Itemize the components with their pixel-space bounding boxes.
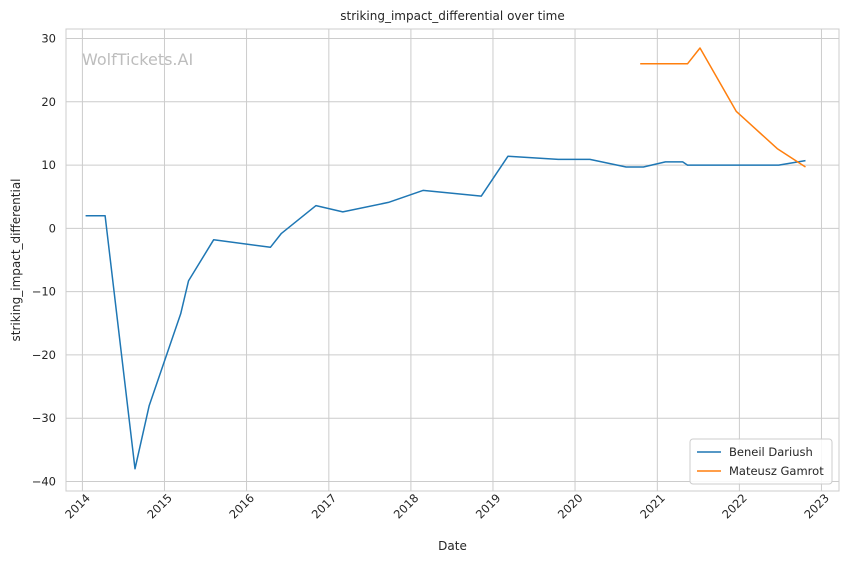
legend: Beneil Dariush Mateusz Gamrot: [689, 438, 833, 485]
x-axis-label: Date: [438, 539, 467, 553]
y-tick-label: −30: [32, 411, 56, 425]
y-axis-label: striking_impact_differential: [9, 178, 23, 341]
x-tick-label: 2017: [309, 491, 340, 522]
y-tick-label: −20: [32, 348, 56, 362]
x-tick-label: 2016: [226, 491, 257, 522]
legend-label-mateusz-gamrot: Mateusz Gamrot: [729, 464, 824, 478]
x-tick-label: 2014: [62, 491, 93, 522]
watermark: WolfTickets.AI: [82, 50, 193, 69]
y-tick-label: −10: [32, 285, 56, 299]
x-tick-label: 2015: [144, 491, 175, 522]
y-tick-label: 10: [41, 158, 56, 172]
y-tick-label: 30: [41, 31, 56, 45]
x-tick-label: 2019: [473, 491, 504, 522]
x-tick-label: 2020: [555, 491, 586, 522]
x-axis: 2014 2015 2016 2017 2018 2019 2020 2021 2022 2023: [62, 491, 832, 522]
x-tick-label: 2021: [637, 491, 668, 522]
plot-area-frame: [65, 28, 840, 492]
x-tick-label: 2018: [391, 491, 422, 522]
y-tick-label: 20: [41, 95, 56, 109]
series-line-mateusz-gamrot: [640, 47, 806, 168]
y-tick-label: −40: [32, 475, 56, 489]
legend-label-beneil-dariush: Beneil Dariush: [729, 445, 813, 459]
series-layer: [85, 47, 806, 470]
grid: [66, 29, 839, 491]
x-tick-label: 2022: [719, 491, 750, 522]
chart-title: striking_impact_differential over time: [340, 9, 565, 23]
legend-box: [689, 438, 833, 485]
y-tick-label: 0: [49, 221, 56, 235]
series-line-beneil-dariush: [85, 155, 806, 470]
x-tick-label: 2023: [801, 491, 832, 522]
y-axis: 30 20 10 0 −10 −20 −30 −40: [32, 31, 56, 488]
